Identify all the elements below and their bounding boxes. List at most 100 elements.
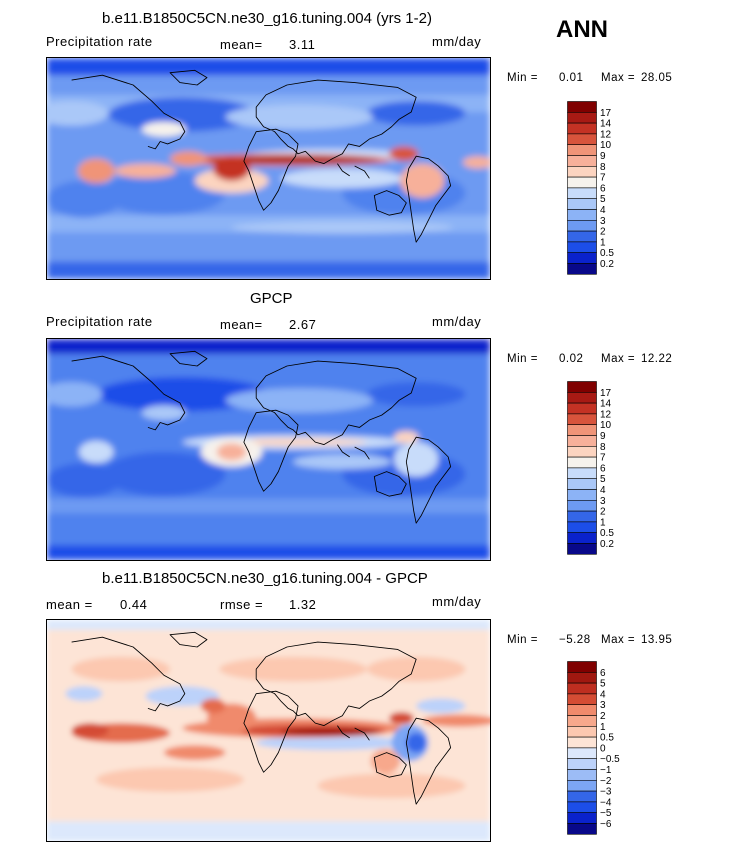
colorbar-level-label: 9 (600, 151, 606, 162)
panel-3-min-label: Min = (507, 634, 538, 646)
panel-2-mean-label: mean= (220, 317, 263, 332)
panel-2-map (46, 338, 491, 561)
colorbar-box (567, 543, 597, 555)
colorbar-level-label: 2 (600, 227, 606, 238)
colorbar-box (567, 715, 597, 727)
colorbar-level-label: 14 (600, 119, 612, 130)
colorbar-level-label: 1 (600, 237, 606, 248)
panel-3-max-value: 13.95 (641, 634, 673, 646)
colorbar-box (567, 693, 597, 706)
colorbar-level-label: 8 (600, 162, 606, 173)
colorbar-level-label: −5 (600, 808, 612, 819)
colorbar-box (567, 166, 597, 178)
colorbar-level-label: −4 (600, 797, 612, 808)
panel-1-max-value: 28.05 (641, 72, 673, 84)
colorbar-level-label: 1 (600, 722, 606, 733)
colorbar-level-label: 10 (600, 420, 612, 431)
colorbar-box (567, 155, 597, 167)
panel-2-variable-label: Precipitation rate (46, 314, 153, 329)
colorbar-level-label: 0.5 (600, 248, 614, 259)
colorbar-box (567, 661, 597, 673)
colorbar-level-label: 1 (600, 517, 606, 528)
colorbar-box (567, 812, 597, 824)
panel-3-rmse-value: 1.32 (289, 597, 317, 612)
colorbar-level-label: 12 (600, 409, 612, 420)
panel-3-colorbar: 6 5 4 3 2 1 0.5 0 −0.5 −1 −2 −3 −4 −5 −6 (567, 661, 647, 842)
panel-1-title: b.e11.B1850C5CN.ne30_g16.tuning.004 (yrs… (102, 10, 432, 27)
colorbar-level-label: 2 (600, 711, 606, 722)
panel-2-colorbar: 17 14 12 10 9 8 7 6 5 4 3 2 1 0.5 0.2 (567, 381, 647, 562)
colorbar-box (567, 252, 597, 264)
panel-2-mean-value: 2.67 (289, 317, 317, 332)
panel-2-min-value: 0.02 (559, 353, 584, 365)
colorbar-level-label: 0 (600, 743, 606, 754)
panel-3-mean-label: mean = (46, 597, 93, 612)
colorbar-box (567, 747, 597, 760)
colorbar-box (567, 704, 597, 716)
colorbar-box (567, 500, 597, 512)
colorbar-box (567, 209, 597, 221)
colorbar-box (567, 220, 597, 232)
panel-3-map (46, 619, 491, 842)
panel-3-rmse-label: rmse = (220, 597, 264, 612)
colorbar-box (567, 176, 597, 189)
colorbar-box (567, 726, 597, 738)
panel-2-max-value: 12.22 (641, 353, 673, 365)
colorbar-box (567, 489, 597, 501)
colorbar-level-label: −1 (600, 765, 612, 776)
colorbar-box (567, 532, 597, 544)
colorbar-level-label: 4 (600, 485, 606, 496)
panel-1-min-value: 0.01 (559, 72, 584, 84)
colorbar-box (567, 801, 597, 813)
panel-3-map-svg (47, 620, 490, 841)
panel-3-coastlines (71, 631, 452, 805)
panel-1-max-label: Max = (601, 72, 636, 84)
panel-2-map-svg (47, 339, 490, 560)
colorbar-level-label: 6 (600, 183, 606, 194)
colorbar-level-label: 7 (600, 453, 606, 464)
panel-2-units: mm/day (432, 314, 482, 329)
colorbar-level-label: 12 (600, 129, 612, 140)
colorbar-box (567, 198, 597, 210)
colorbar-box (567, 112, 597, 124)
panel-1-map-svg (47, 58, 490, 279)
panel-3-mean-value: 0.44 (120, 597, 148, 612)
colorbar-level-label: −0.5 (600, 754, 620, 765)
colorbar-level-label: 0.5 (600, 733, 614, 744)
colorbar-box (567, 478, 597, 490)
colorbar-box (567, 736, 597, 749)
colorbar-box (567, 187, 597, 200)
panel-1-mean-value: 3.11 (289, 37, 316, 52)
colorbar-box (567, 672, 597, 684)
panel-1-units: mm/day (432, 34, 482, 49)
colorbar-box (567, 241, 597, 253)
colorbar-box (567, 402, 597, 415)
colorbar-box (567, 780, 597, 792)
colorbar-level-label: 0.5 (600, 528, 614, 539)
colorbar-level-label: 14 (600, 399, 612, 410)
colorbar-box (567, 456, 597, 469)
colorbar-box (567, 790, 597, 803)
colorbar-level-label: 4 (600, 205, 606, 216)
colorbar-level-label: 8 (600, 442, 606, 453)
colorbar-box (567, 424, 597, 436)
colorbar-level-label: 5 (600, 194, 606, 205)
colorbar-box (567, 263, 597, 275)
colorbar-level-label: 5 (600, 474, 606, 485)
panel-1-variable-label: Precipitation rate (46, 34, 153, 49)
colorbar-level-label: 5 (600, 679, 606, 690)
colorbar-level-label: 3 (600, 216, 606, 227)
panel-3-title: b.e11.B1850C5CN.ne30_g16.tuning.004 - GP… (102, 570, 428, 587)
colorbar-level-label: −3 (600, 787, 612, 798)
colorbar-level-label: 0.2 (600, 259, 614, 270)
colorbar-level-label: 17 (600, 388, 612, 399)
colorbar-box (567, 823, 597, 835)
panel-2-min-label: Min = (507, 353, 538, 365)
panel-1-colorbar: 17 14 12 10 9 8 7 6 5 4 3 2 1 0.5 0.2 (567, 101, 647, 282)
panel-1-map (46, 57, 491, 280)
colorbar-level-label: −6 (600, 819, 612, 830)
colorbar-box (567, 392, 597, 404)
